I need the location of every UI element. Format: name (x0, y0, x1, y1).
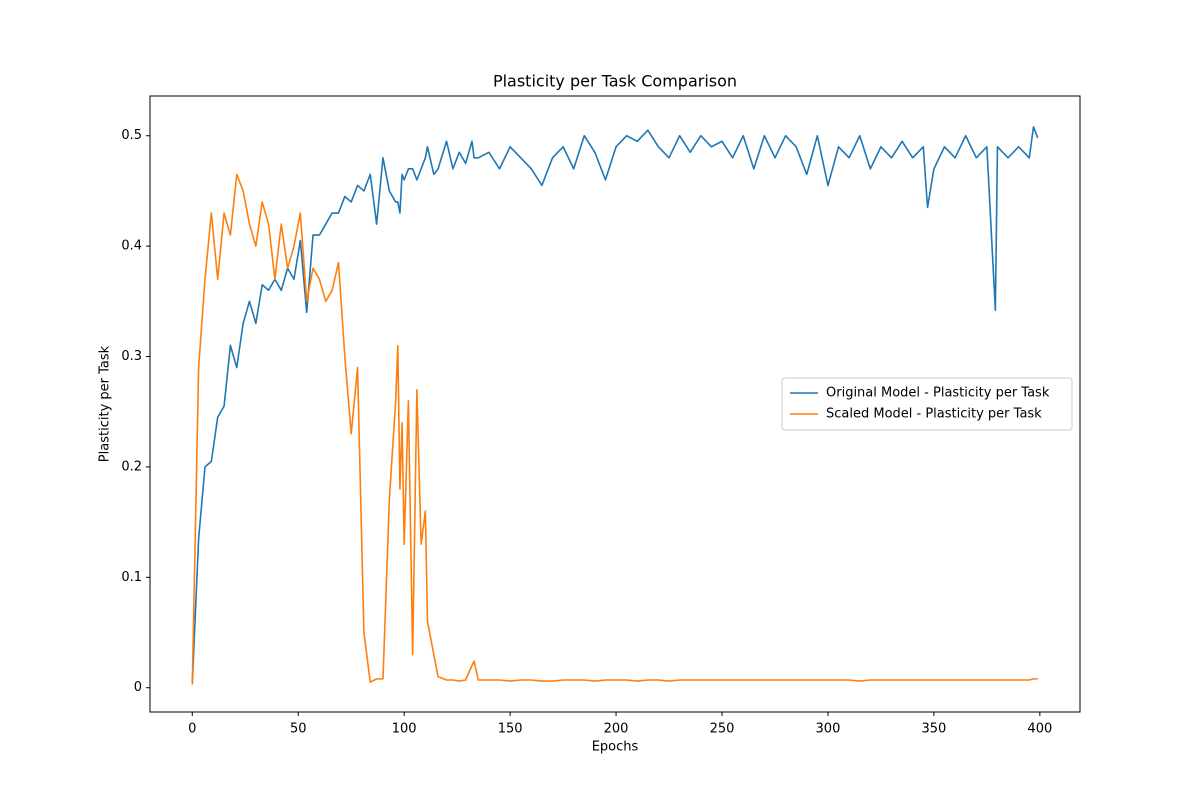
x-tick-label: 350 (921, 722, 946, 737)
y-tick-label: 0 (134, 680, 142, 695)
plot-frame (149, 95, 1081, 713)
y-tick-label: 0.5 (121, 128, 142, 143)
y-tick-label: 0.4 (121, 239, 142, 254)
x-tick-label: 250 (710, 722, 735, 737)
x-tick-label: 50 (290, 722, 307, 737)
legend-box (781, 377, 1073, 431)
legend-label: Original Model - Plasticity per Task (826, 386, 1050, 401)
data-line (191, 126, 1039, 685)
y-axis-label: Plasticity per Task (98, 345, 113, 462)
x-tick-label: 100 (392, 722, 417, 737)
y-tick-label: 0.2 (121, 459, 142, 474)
x-tick-label: 400 (1027, 722, 1052, 737)
x-tick-label: 200 (604, 722, 629, 737)
x-tick-label: 150 (498, 722, 523, 737)
data-line (191, 173, 1038, 685)
y-tick-label: 0.1 (121, 570, 142, 585)
chart-title: Plasticity per Task Comparison (493, 72, 737, 91)
y-tick-label: 0.3 (121, 349, 142, 364)
x-tick-label: 0 (188, 722, 196, 737)
legend-label: Scaled Model - Plasticity per Task (826, 407, 1042, 422)
x-axis-label: Epochs (592, 740, 639, 755)
x-tick-label: 300 (816, 722, 841, 737)
